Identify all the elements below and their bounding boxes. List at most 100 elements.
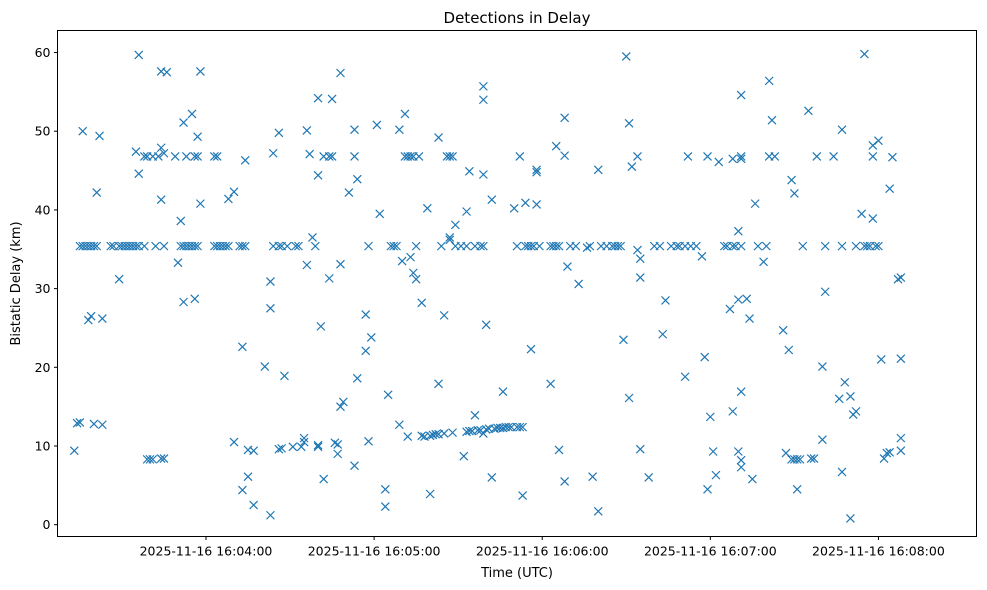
data-point-marker (75, 417, 85, 427)
data-point-marker (439, 310, 449, 320)
data-point-marker (249, 500, 259, 510)
data-point-marker (237, 241, 247, 251)
data-point-marker (703, 151, 712, 161)
data-point-marker (277, 443, 287, 453)
x-tick-label: 2025-11-16 16:05:00 (308, 544, 441, 559)
data-point-marker (187, 109, 197, 119)
data-point-marker (862, 241, 872, 251)
data-point-marker (733, 295, 743, 305)
data-point-marker (336, 68, 345, 78)
data-point-marker (876, 355, 886, 364)
y-tick-label: 40 (35, 202, 51, 217)
data-point-marker (560, 151, 570, 161)
data-point-marker (840, 377, 850, 387)
data-point-marker (868, 214, 878, 224)
data-point-marker (812, 151, 822, 161)
data-point-marker (845, 392, 855, 401)
data-point-marker (644, 473, 654, 482)
data-point-marker (313, 442, 323, 452)
data-point-marker (680, 372, 690, 382)
data-point-marker (520, 198, 530, 208)
data-point-marker (380, 502, 390, 512)
data-point-marker (422, 203, 432, 213)
data-point-marker (450, 220, 460, 230)
data-point-marker (299, 433, 309, 443)
data-point-marker (481, 320, 491, 330)
data-point-marker (361, 310, 371, 320)
data-point-marker (728, 154, 738, 164)
data-point-marker (885, 184, 895, 194)
data-point-marker (526, 241, 536, 251)
data-point-marker (851, 406, 861, 416)
data-point-marker (554, 241, 564, 251)
data-point-marker (593, 506, 603, 516)
x-tick-label: 2025-11-16 16:06:00 (476, 544, 609, 559)
data-point-marker (481, 425, 491, 434)
data-point-marker (350, 151, 359, 161)
data-point-marker (655, 241, 665, 251)
data-point-marker (888, 152, 897, 162)
x-tick-label: 2025-11-16 16:04:00 (140, 544, 273, 559)
data-point-marker (260, 362, 270, 371)
x-axis-ticks: 2025-11-16 16:04:00 2025-11-16 16:05:00 20… (140, 536, 945, 559)
data-point-marker (95, 131, 104, 141)
data-point-marker (851, 241, 861, 251)
data-point-marker (585, 241, 595, 251)
data-point-marker (834, 394, 844, 404)
data-point-marker (728, 241, 738, 251)
data-point-marker (434, 379, 443, 389)
data-point-marker (190, 151, 200, 161)
data-point-marker (627, 162, 637, 172)
data-point-marker (89, 241, 99, 251)
data-point-marker (459, 451, 469, 461)
data-point-marker (778, 325, 788, 335)
data-point-marker (563, 262, 572, 272)
data-point-marker (616, 241, 626, 251)
data-point-marker (338, 397, 348, 407)
data-point-marker (829, 151, 839, 161)
data-point-marker (789, 188, 799, 198)
data-point-marker (280, 371, 289, 381)
data-point-marker (753, 241, 763, 251)
data-point-marker (313, 170, 323, 180)
data-point-marker (153, 151, 163, 161)
data-point-marker (296, 442, 306, 452)
data-point-marker (240, 155, 250, 165)
data-point-marker (619, 335, 628, 345)
data-point-marker (700, 352, 710, 362)
x-axis-label: Time (UTC) (480, 566, 553, 581)
data-point-marker (134, 50, 144, 60)
data-point-marker (582, 243, 592, 253)
data-point-marker (221, 241, 231, 251)
data-point-marker (464, 426, 474, 436)
data-point-marker (330, 438, 340, 448)
data-point-marker (635, 444, 645, 454)
data-point-marker (131, 241, 141, 251)
data-point-marker (268, 148, 278, 158)
data-point-marker (742, 294, 752, 304)
data-point-marker (885, 447, 895, 457)
data-point-marker (719, 241, 729, 251)
data-point-marker (464, 166, 474, 176)
data-point-marker (159, 241, 169, 251)
data-point-marker (223, 194, 233, 204)
data-point-marker (820, 287, 830, 297)
data-point-marker (366, 332, 376, 342)
data-point-marker (193, 132, 203, 142)
data-point-marker (302, 126, 312, 135)
data-point-marker (299, 437, 309, 447)
data-point-marker (478, 428, 488, 438)
data-point-marker (546, 379, 556, 389)
data-point-marker (333, 449, 343, 459)
data-point-marker (551, 141, 561, 151)
data-point-marker (554, 445, 564, 455)
data-point-marker (750, 199, 760, 209)
data-point-marker (661, 295, 670, 305)
data-point-marker (97, 314, 107, 323)
data-point-marker (845, 513, 855, 523)
y-tick-label: 10 (35, 439, 51, 454)
data-point-marker (179, 118, 189, 127)
data-point-marker (574, 279, 584, 289)
data-point-marker (837, 241, 847, 251)
data-point-marker (736, 154, 746, 164)
